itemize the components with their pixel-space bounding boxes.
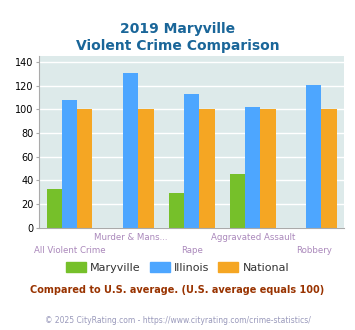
Text: Compared to U.S. average. (U.S. average equals 100): Compared to U.S. average. (U.S. average … xyxy=(31,285,324,295)
Text: Violent Crime Comparison: Violent Crime Comparison xyxy=(76,39,279,53)
Bar xyxy=(261,109,275,228)
Bar xyxy=(245,107,261,228)
Text: Aggravated Assault: Aggravated Assault xyxy=(211,233,295,242)
Bar xyxy=(200,109,214,228)
Bar xyxy=(138,109,153,228)
Text: Robbery: Robbery xyxy=(296,246,332,255)
Legend: Maryville, Illinois, National: Maryville, Illinois, National xyxy=(61,258,294,278)
Text: Rape: Rape xyxy=(181,246,203,255)
Bar xyxy=(169,193,184,228)
Text: All Violent Crime: All Violent Crime xyxy=(34,246,105,255)
Bar xyxy=(184,94,200,228)
Bar xyxy=(62,100,77,228)
Bar xyxy=(322,109,337,228)
Text: Murder & Mans...: Murder & Mans... xyxy=(94,233,168,242)
Bar xyxy=(230,175,245,228)
Bar xyxy=(77,109,92,228)
Text: 2019 Maryville: 2019 Maryville xyxy=(120,22,235,36)
Bar xyxy=(123,73,138,228)
Bar xyxy=(306,84,322,228)
Text: © 2025 CityRating.com - https://www.cityrating.com/crime-statistics/: © 2025 CityRating.com - https://www.city… xyxy=(45,316,310,325)
Bar xyxy=(47,189,62,228)
